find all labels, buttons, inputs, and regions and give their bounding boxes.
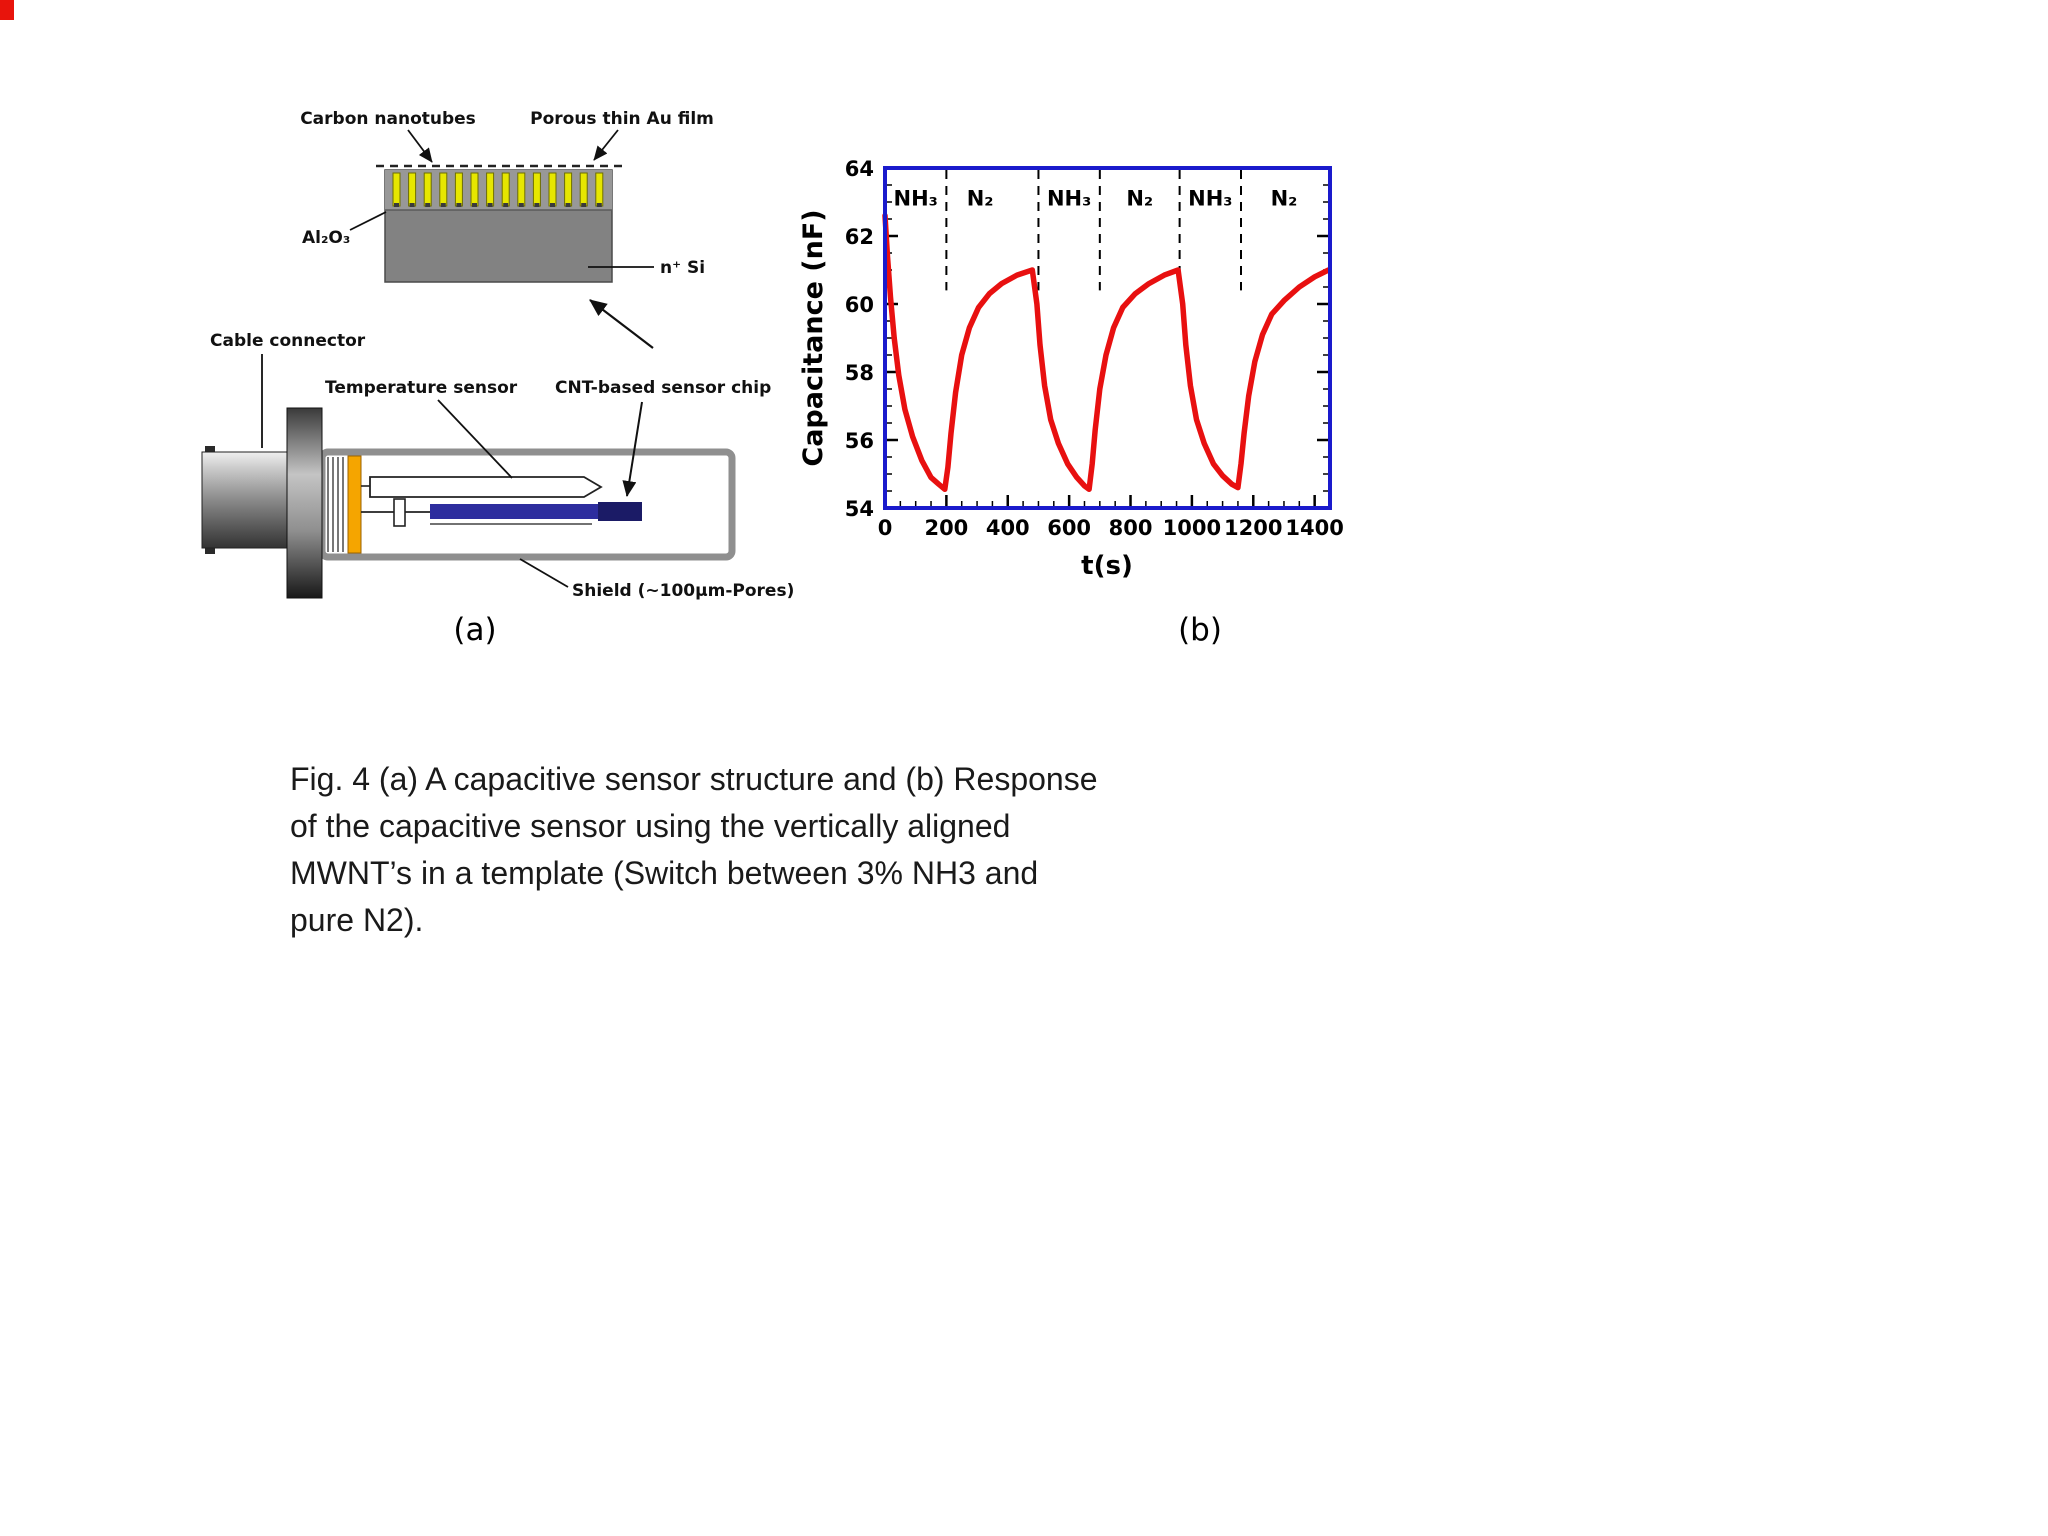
plot-border — [883, 166, 1332, 510]
panel-b-chart: Capacitance (nF) t(s) (b) 0 200 400 600 800 1… — [798, 140, 1380, 664]
cable-connector-label: Cable connector — [210, 331, 366, 351]
connector-tab-bottom — [205, 545, 215, 554]
nanotube-bar — [501, 172, 510, 207]
nanotube-bar-tip — [487, 203, 493, 207]
lead-component — [393, 498, 406, 527]
nanotube-bar-tip — [518, 203, 524, 207]
porous-au-film-label: Porous thin Au film — [530, 109, 714, 129]
y-tick-label: 62 — [845, 225, 874, 249]
nanotube-bar-tip — [565, 203, 571, 207]
al2o3-label: Al₂O₃ — [302, 228, 350, 248]
nanotube-bar-tip — [534, 203, 540, 207]
cnt-sensor-chip-label: CNT-based sensor chip — [555, 378, 771, 398]
caption-line: of the capacitive sensor using the verti… — [290, 808, 1011, 844]
x-tick-label: 1400 — [1285, 516, 1343, 540]
nanotube-bar-tip — [550, 203, 555, 207]
nanotube-bar-tip — [581, 203, 587, 207]
cable-connector-body — [201, 451, 289, 549]
cnt-sensor-chip-tip — [598, 502, 642, 521]
carbon-nanotube-array — [392, 172, 604, 207]
capacitance-chart-svg: Capacitance (nF) t(s) (b) 0 200 400 600 800 1… — [798, 157, 1344, 648]
y-tick-label: 58 — [845, 361, 874, 385]
gas-region-label: NH₃ — [1188, 186, 1232, 210]
y-axis-title: Capacitance (nF) — [800, 209, 829, 466]
capacitance-curve — [882, 212, 1332, 493]
cnt-sensor-chip-pointer — [622, 401, 643, 497]
caption-line: MWNT’s in a template (Switch between 3% … — [290, 855, 1039, 891]
zoom-arrow — [589, 299, 654, 349]
nanotube-bar — [486, 172, 495, 207]
caption-line: pure N2). — [290, 902, 424, 938]
shield-pointer — [519, 558, 569, 588]
x-tick-label: 400 — [986, 516, 1030, 540]
nanotube-bar — [439, 172, 448, 207]
nanotube-bar — [595, 172, 604, 207]
gas-region-label: N₂ — [1126, 186, 1153, 210]
cnt-chip-cross-section — [376, 164, 622, 283]
nanotube-bar-tip — [425, 203, 431, 207]
nanotube-bar-tip — [409, 203, 415, 207]
x-tick-label: 1200 — [1224, 516, 1282, 540]
x-tick-label: 1000 — [1163, 516, 1221, 540]
gas-region-label: N₂ — [967, 186, 994, 210]
nanotube-bar — [408, 172, 417, 207]
y-tick-label: 54 — [845, 497, 874, 521]
panel-a-label: (a) — [453, 612, 496, 648]
connector-wires — [327, 457, 344, 552]
nanotube-bar — [579, 172, 588, 207]
nanotube-bar — [470, 172, 479, 207]
temperature-sensor-pointer — [437, 399, 513, 479]
nanotube-bar — [392, 172, 401, 207]
nanotube-bar-tip — [394, 203, 399, 207]
corner-mark — [0, 0, 14, 20]
gas-region-label: N₂ — [1271, 186, 1298, 210]
nanotube-bar — [564, 172, 573, 207]
temperature-sensor-rod — [369, 476, 603, 498]
connector-tab-top — [205, 446, 215, 455]
x-tick-label: 200 — [924, 516, 968, 540]
y-tick-label: 56 — [845, 429, 874, 453]
nanotube-bar — [517, 172, 526, 207]
x-tick-label: 600 — [1047, 516, 1091, 540]
sensor-structure-svg: Carbon nanotubes Porous thin Au film Al₂… — [201, 109, 794, 648]
panel-b-label: (b) — [1178, 612, 1222, 648]
panel-a-diagram: Carbon nanotubes Porous thin Au film Al₂… — [190, 100, 810, 664]
probe-assembly — [201, 407, 736, 599]
x-tick-label: 0 — [878, 516, 893, 540]
nanotube-bar — [548, 172, 557, 207]
nanotube-bar-tip — [503, 203, 509, 207]
flange — [286, 407, 323, 599]
al2o3-pointer — [349, 211, 387, 231]
nanotube-bar-tip — [596, 203, 602, 207]
nanotube-layer — [385, 170, 612, 210]
nanotube-bar-tip — [456, 203, 462, 207]
nanotube-bar — [423, 172, 432, 207]
caption-line: Fig. 4 (a) A capacitive sensor structure… — [290, 761, 1098, 797]
carbon-nanotubes-pointer — [407, 129, 433, 163]
temperature-sensor-label: Temperature sensor — [325, 378, 518, 398]
feedthrough-band — [347, 455, 362, 554]
n-si-label: n⁺ Si — [660, 258, 705, 278]
carbon-nanotubes-label: Carbon nanotubes — [300, 109, 476, 129]
x-tick-label: 800 — [1109, 516, 1153, 540]
nanotube-bar — [454, 172, 463, 207]
nanotube-bar-tip — [472, 203, 477, 207]
chart-plot-area: 0 200 400 600 800 1000 1200 1400 54 56 58 60 62 64 NH₃… — [845, 157, 1344, 540]
y-tick-label: 64 — [845, 157, 874, 181]
nanotube-bar — [532, 172, 541, 207]
cnt-sensor-chip-bar — [430, 504, 642, 519]
figure-caption: Fig. 4 (a) A capacitive sensor structure… — [290, 756, 1230, 944]
gas-region-label: NH₃ — [894, 186, 938, 210]
y-tick-label: 60 — [845, 293, 874, 317]
shield-label: Shield (~100μm-Pores) — [572, 581, 794, 601]
gas-region-label: NH₃ — [1047, 186, 1091, 210]
porous-au-film-pointer — [593, 129, 619, 161]
nanotube-bar-tip — [440, 203, 446, 207]
x-axis-title: t(s) — [1081, 551, 1133, 581]
